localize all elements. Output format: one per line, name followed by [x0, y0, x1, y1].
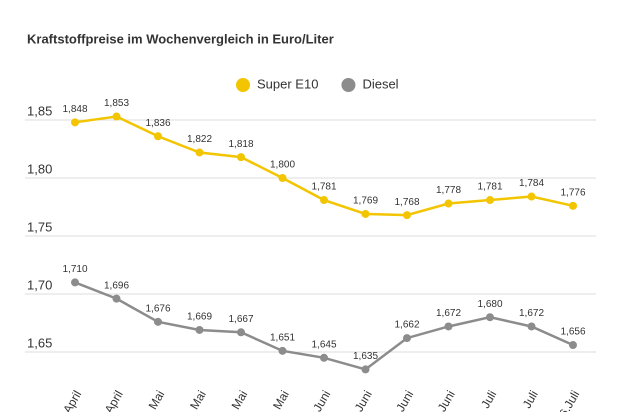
data-point [278, 174, 287, 182]
data-label: 1,667 [228, 314, 253, 325]
data-point [444, 322, 453, 331]
data-label: 1,848 [62, 104, 87, 115]
data-label: 1,781 [311, 182, 336, 193]
data-point [112, 294, 121, 303]
data-label: 1,822 [187, 134, 212, 145]
data-label: 1,651 [270, 332, 295, 343]
data-label: 1,672 [436, 308, 461, 319]
x-tick-label: Mai [187, 388, 209, 412]
data-label: 1,818 [228, 139, 253, 150]
legend-label: Diesel [362, 76, 398, 91]
data-point [444, 199, 453, 208]
x-tick-label: Juli [520, 388, 541, 411]
y-tick-label: 1,65 [27, 335, 52, 350]
legend-marker [341, 78, 356, 92]
data-label: 1,836 [145, 118, 170, 129]
data-point [154, 317, 162, 326]
x-tick-label: Juni [435, 388, 458, 412]
x-tick-label: Mai [229, 388, 251, 412]
data-point [320, 353, 328, 362]
data-point [569, 201, 577, 210]
data-label: 1,662 [394, 320, 419, 331]
x-tick-label: Juli [478, 388, 499, 411]
data-label: 1,776 [560, 187, 585, 198]
data-point [403, 334, 411, 343]
data-label: 1,672 [519, 308, 544, 319]
data-label: 1,781 [477, 182, 502, 193]
data-label: 1,784 [519, 178, 544, 189]
y-tick-label: 1,80 [27, 161, 52, 176]
data-point [237, 153, 245, 162]
data-point [403, 211, 411, 220]
data-label: 1,656 [560, 327, 585, 338]
data-point [237, 328, 245, 337]
data-label: 1,680 [477, 299, 502, 310]
y-tick-label: 1,70 [27, 277, 52, 292]
data-point [195, 148, 204, 157]
data-point [361, 365, 370, 374]
data-point [71, 118, 79, 127]
x-tick-label: April [60, 388, 84, 412]
data-point [71, 278, 79, 287]
data-label: 1,635 [353, 351, 378, 362]
legend-marker [236, 78, 250, 92]
y-tick-label: 1,75 [27, 219, 52, 234]
data-point [486, 313, 494, 322]
data-point [569, 341, 577, 350]
data-point [278, 346, 287, 355]
x-tick-label: Juni [352, 388, 375, 412]
x-tick-label: April [102, 388, 126, 412]
data-point [527, 322, 536, 331]
data-label: 1,768 [394, 197, 419, 208]
legend-label: Super E10 [257, 76, 318, 91]
data-point [320, 196, 328, 205]
data-label: 1,800 [270, 160, 295, 171]
data-point [195, 325, 204, 334]
x-tick-label: 6.Juli [556, 388, 582, 412]
data-point [154, 132, 162, 141]
x-tick-label: Juni [393, 388, 416, 412]
data-label: 1,778 [436, 185, 461, 196]
data-label: 1,669 [187, 312, 212, 323]
data-point [112, 112, 121, 121]
data-label: 1,710 [62, 264, 87, 275]
data-point [527, 192, 536, 201]
y-tick-label: 1,85 [27, 103, 52, 118]
data-label: 1,853 [104, 98, 129, 109]
data-label: 1,769 [353, 196, 378, 207]
data-point [486, 196, 494, 205]
data-label: 1,696 [104, 280, 129, 291]
data-label: 1,676 [145, 303, 170, 314]
data-point [361, 209, 370, 218]
x-tick-label: Mai [270, 388, 292, 412]
chart-title: Kraftstoffpreise im Wochenvergleich in E… [27, 31, 334, 46]
x-tick-label: Mai [146, 388, 168, 412]
data-label: 1,645 [311, 339, 336, 350]
x-tick-label: Juni [310, 388, 333, 412]
